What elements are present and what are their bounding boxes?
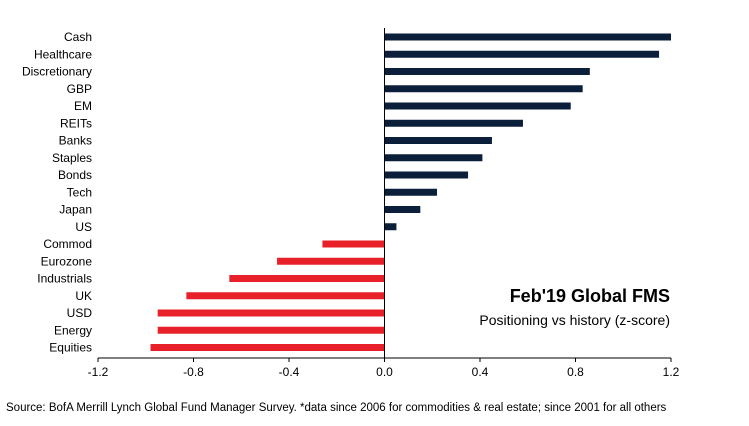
category-label: Commod: [43, 237, 92, 251]
source-note: Source: BofA Merrill Lynch Global Fund M…: [6, 402, 667, 414]
x-tick-label: 1.2: [663, 365, 680, 379]
category-label: Discretionary: [22, 65, 92, 79]
bar: [384, 85, 583, 93]
bar: [384, 206, 421, 213]
bar: [384, 68, 590, 75]
category-label: US: [75, 220, 92, 234]
x-tick-label: 0.4: [472, 365, 489, 379]
bar: [186, 292, 385, 300]
x-tick-label: 0.8: [567, 365, 584, 379]
chart-title: Feb'19 Global FMS: [509, 286, 670, 306]
category-label: Eurozone: [41, 254, 93, 268]
category-label: Healthcare: [34, 47, 92, 61]
x-tick-label: 0.0: [376, 365, 393, 379]
category-label: GBP: [67, 82, 92, 96]
category-label: Bonds: [58, 168, 92, 182]
bar: [150, 344, 385, 351]
category-label: Energy: [54, 323, 92, 337]
category-label: Equities: [49, 341, 92, 355]
category-label: EM: [74, 99, 92, 113]
bar: [384, 119, 523, 127]
x-tick-label: -0.4: [279, 365, 300, 379]
x-tick-label: -1.2: [88, 365, 109, 379]
bar: [384, 102, 571, 110]
bar: [229, 275, 385, 282]
bar: [277, 257, 385, 265]
bar: [384, 223, 397, 231]
bar: [384, 188, 438, 196]
chart-subtitle: Positioning vs history (z-score): [479, 312, 670, 328]
bar: [157, 326, 385, 334]
category-label: REITs: [60, 116, 92, 130]
bar: [384, 154, 483, 162]
category-label: Banks: [59, 134, 92, 148]
bar: [322, 240, 385, 248]
bar-chart: Cash Healthcare Discretionary GBP EM REITs Ban…: [22, 28, 680, 379]
category-label: Staples: [52, 151, 92, 165]
category-label: USD: [67, 306, 93, 320]
bar: [384, 50, 660, 58]
category-label: Tech: [67, 185, 92, 199]
category-label: Industrials: [37, 272, 92, 286]
bar: [384, 33, 671, 41]
x-tick-label: -0.8: [183, 365, 204, 379]
bar: [157, 309, 385, 317]
bar: [384, 171, 469, 179]
category-label: UK: [75, 289, 92, 303]
category-label: Japan: [59, 203, 92, 217]
category-label: Cash: [64, 30, 92, 44]
bar: [384, 137, 492, 144]
